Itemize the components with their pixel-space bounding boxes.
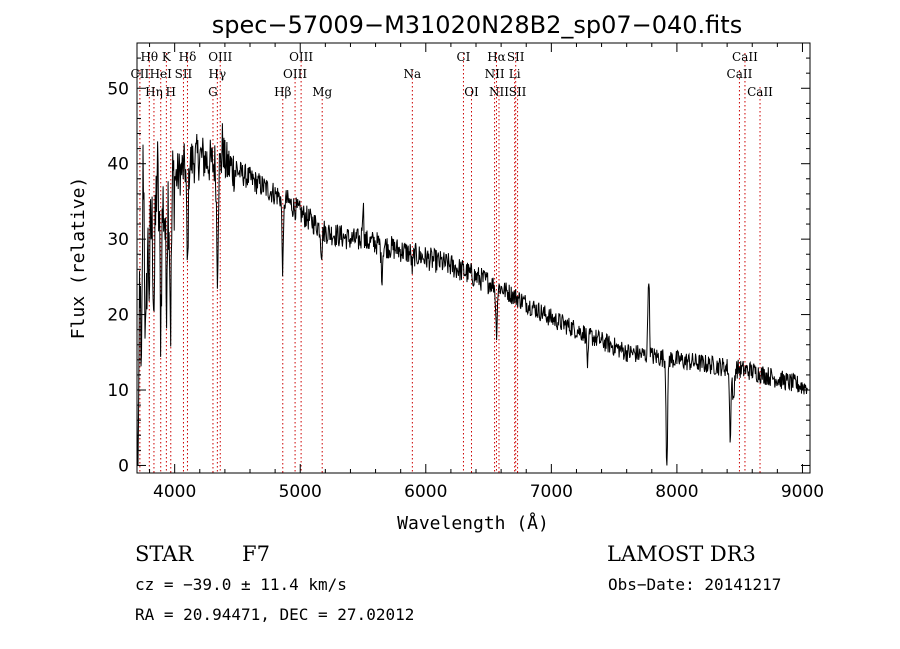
chart-title: spec−57009−M31020N28B2_sp07−040.fits [212,11,742,39]
spectral-line-label: OIII [289,50,313,64]
spectral-line-label: G [208,85,218,99]
plot-frame [136,42,811,474]
y-tick-label: 30 [107,230,129,250]
y-tick-label: 10 [107,381,129,401]
x-tick-label: 8000 [655,482,698,502]
obs-date: Obs−Date: 20141217 [608,575,781,594]
spectrum-line [136,123,808,466]
spectral-line-label: Hβ [274,85,291,99]
x-tick-label: 4000 [153,482,196,502]
y-axis-ticks: 0 10 20 30 40 50 [107,57,810,476]
y-tick-label: 20 [107,306,129,326]
x-tick-label: 6000 [404,482,447,502]
coordinates: RA = 20.94471, DEC = 27.02012 [135,605,414,624]
object-subclass: F7 [242,542,270,566]
spectral-line-label: H [166,85,176,99]
y-axis-label: Flux (relative) [68,177,89,340]
x-tick-label: 9000 [781,482,824,502]
y-tick-label: 40 [107,155,129,175]
spectral-line-label: CI [456,50,470,64]
spectral-line-label: Li [509,67,521,81]
x-tick-label: 5000 [279,482,322,502]
y-tick-label: 50 [107,79,129,99]
x-axis-label: Wavelength (Å) [397,512,549,534]
spectral-line-label: Hα [487,50,506,64]
spectral-line-label: Hγ [209,67,227,81]
spectral-line-label: SII [507,50,525,64]
spectral-line-markers [139,53,761,473]
spectral-line-label: Mg [312,85,332,99]
spectral-line-label: NII [485,67,505,81]
spectral-line-label: CaII [727,67,753,81]
spectral-line-label: CII [131,67,150,81]
spectral-line-label: Na [404,67,422,81]
x-axis-ticks: 4000 5000 6000 7000 8000 9000 [149,43,824,502]
spectral-line-label: K [162,50,172,64]
spectral-line-label: Hθ [140,50,158,64]
spectral-line-label: OI [464,85,479,99]
spectral-line-label: Hη [145,85,163,99]
spectral-line-label: NII [489,85,509,99]
redshift-cz: cz = −39.0 ± 11.4 km/s [135,575,347,594]
spectral-line-label: SII [509,85,527,99]
spectral-line-label: CaII [747,85,773,99]
survey-name: LAMOST DR3 [607,542,756,566]
y-tick-label: 0 [118,456,129,476]
spectral-line-label: CaII [732,50,758,64]
x-tick-label: 7000 [530,482,573,502]
spectral-line-label: HeI [150,67,173,81]
spectral-line-label: Hδ [179,50,197,64]
spectral-line-label: SII [175,67,193,81]
spectral-line-label: OIII [283,67,307,81]
spectral-line-label: OIII [208,50,232,64]
object-type: STAR [135,542,194,566]
